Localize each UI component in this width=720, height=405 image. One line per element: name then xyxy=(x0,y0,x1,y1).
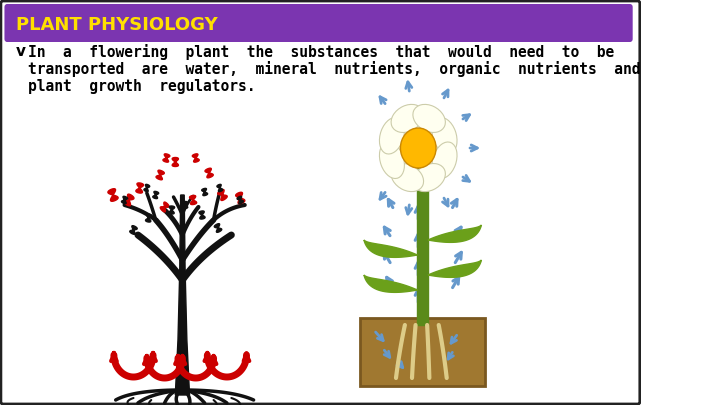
Polygon shape xyxy=(161,202,169,212)
Polygon shape xyxy=(180,195,185,270)
Polygon shape xyxy=(199,211,205,219)
Polygon shape xyxy=(163,154,170,162)
Polygon shape xyxy=(364,275,418,292)
Ellipse shape xyxy=(413,104,446,132)
FancyBboxPatch shape xyxy=(361,318,485,386)
Polygon shape xyxy=(145,214,152,222)
Polygon shape xyxy=(108,189,118,201)
Ellipse shape xyxy=(379,117,405,154)
Polygon shape xyxy=(217,184,222,192)
FancyBboxPatch shape xyxy=(4,4,633,42)
Polygon shape xyxy=(156,170,164,180)
Polygon shape xyxy=(215,224,222,232)
Ellipse shape xyxy=(379,142,405,179)
Polygon shape xyxy=(202,188,207,196)
Ellipse shape xyxy=(391,164,423,192)
Polygon shape xyxy=(235,192,245,204)
Polygon shape xyxy=(153,192,158,198)
Text: transported  are  water,  mineral  nutrients,  organic  nutrients  and: transported are water, mineral nutrients… xyxy=(29,61,641,77)
Polygon shape xyxy=(130,226,138,234)
Text: PLANT PHYSIOLOGY: PLANT PHYSIOLOGY xyxy=(16,16,217,34)
Polygon shape xyxy=(428,260,482,277)
Polygon shape xyxy=(192,154,199,162)
Ellipse shape xyxy=(413,164,446,192)
Polygon shape xyxy=(418,145,428,325)
Polygon shape xyxy=(205,168,213,178)
Polygon shape xyxy=(217,190,228,200)
Polygon shape xyxy=(136,183,143,193)
FancyBboxPatch shape xyxy=(1,1,640,404)
Ellipse shape xyxy=(391,104,423,132)
Ellipse shape xyxy=(432,142,457,179)
Polygon shape xyxy=(172,158,179,166)
Polygon shape xyxy=(124,194,134,206)
Text: plant  growth  regulators.: plant growth regulators. xyxy=(29,79,256,94)
Polygon shape xyxy=(144,184,150,192)
Polygon shape xyxy=(189,196,197,205)
Ellipse shape xyxy=(432,117,457,154)
Polygon shape xyxy=(122,196,127,204)
Polygon shape xyxy=(169,206,175,214)
Polygon shape xyxy=(175,270,189,395)
Polygon shape xyxy=(364,240,418,257)
Polygon shape xyxy=(428,225,482,242)
Polygon shape xyxy=(182,201,188,209)
Text: v: v xyxy=(16,45,26,60)
Polygon shape xyxy=(237,196,243,204)
Text: In  a  flowering  plant  the  substances  that  would  need  to  be: In a flowering plant the substances that… xyxy=(29,44,615,60)
Circle shape xyxy=(400,128,436,168)
